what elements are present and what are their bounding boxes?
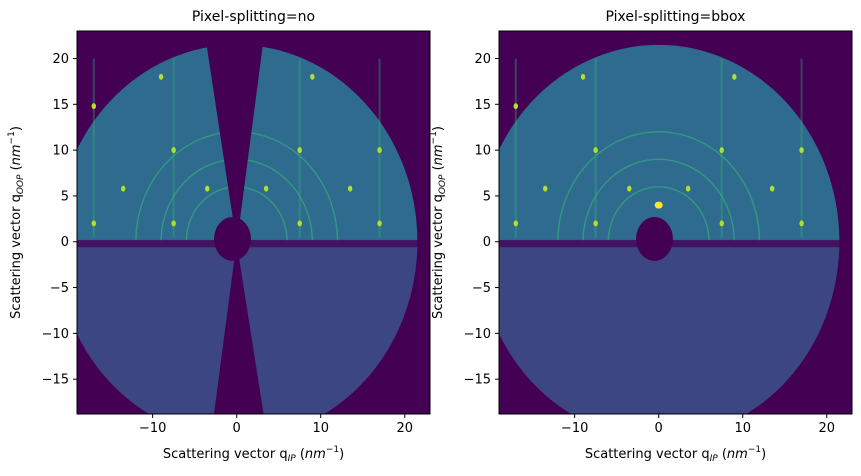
- y-tick-label: 5: [483, 189, 491, 204]
- y-axis-label: Scattering vector qOOP (nm−1): [429, 126, 448, 319]
- diffraction-peak: [593, 220, 598, 227]
- diffraction-peak: [171, 147, 176, 154]
- x-tick-label: 20: [819, 421, 836, 436]
- horizon-shadow: [77, 239, 430, 248]
- plot-frame: [498, 30, 853, 415]
- missing-wedge-bottom: [213, 250, 264, 414]
- y-axis-label: Scattering vector qOOP (nm−1): [7, 126, 26, 319]
- diffraction-peak: [91, 220, 97, 227]
- plot-frame: [76, 30, 431, 415]
- diffraction-peak: [377, 220, 382, 227]
- diffraction-peak: [91, 103, 97, 110]
- x-axis-label: Scattering vector qIP (nm−1): [585, 445, 766, 464]
- diffraction-peak: [627, 185, 632, 192]
- x-tick-label: 0: [655, 421, 663, 436]
- y-tick-label: 20: [52, 52, 69, 67]
- diffraction-peak: [121, 185, 126, 192]
- horizon-shadow: [499, 239, 852, 248]
- diffraction-peak: [719, 147, 724, 154]
- y-tick-label: −15: [42, 373, 69, 388]
- diffraction-peak: [158, 73, 164, 80]
- y-tick-label: 10: [52, 144, 69, 159]
- x-tick-label: 10: [734, 421, 751, 436]
- x-tick-label: −10: [561, 421, 588, 436]
- diffraction-peak: [799, 220, 804, 227]
- diffraction-peak: [732, 73, 737, 80]
- diffraction-peak: [310, 73, 315, 80]
- x-axis-label: Scattering vector qIP (nm−1): [163, 445, 344, 464]
- y-tick-label: −10: [42, 327, 69, 342]
- diffraction-peak: [799, 147, 804, 154]
- diffraction-peak: [513, 103, 519, 110]
- diffraction-ring: [607, 186, 710, 242]
- diffraction-peak: [263, 185, 269, 192]
- missing-wedge-top: [204, 32, 265, 239]
- heatmap-1: [77, 31, 430, 414]
- diffraction-peak: [769, 185, 775, 192]
- detector-lower: [499, 241, 840, 414]
- y-tick-label: 15: [474, 98, 491, 113]
- diffraction-peak: [377, 147, 382, 154]
- panel-2: −10 0 10 20 −15 −10 −5 0 5 10 15 20 Pixel-splitting=…: [429, 9, 853, 464]
- beamstop: [635, 217, 673, 261]
- diffraction-peak: [171, 220, 176, 227]
- diffraction-peak: [685, 185, 691, 192]
- diffraction-peak: [593, 147, 598, 154]
- x-tick-label: 0: [233, 421, 241, 436]
- chart-title: Pixel-splitting=bbox: [606, 9, 746, 25]
- x-tick-label: 20: [397, 421, 414, 436]
- diffraction-peak: [205, 185, 210, 192]
- y-tick-label: −15: [464, 373, 491, 388]
- masked-corner: [499, 31, 588, 54]
- y-tick-label: 0: [483, 235, 491, 250]
- diffraction-peak: [719, 220, 724, 227]
- y-tick-label: 0: [61, 235, 69, 250]
- diffraction-peak: [297, 147, 302, 154]
- y-tick-label: 20: [474, 52, 491, 67]
- diffraction-peak: [654, 201, 663, 209]
- heatmap-2: [499, 31, 852, 414]
- x-tick-label: 10: [312, 421, 329, 436]
- y-tick-label: 5: [61, 189, 69, 204]
- panel-1: −10 0 10 20 −15 −10 −5 0 5 10 15 20 Pixel-splitting=…: [7, 9, 431, 464]
- diffraction-ring: [582, 158, 736, 242]
- diffraction-peak: [297, 220, 302, 227]
- diffraction-ring: [557, 131, 761, 242]
- beamstop: [213, 217, 251, 261]
- chart-title: Pixel-splitting=no: [192, 9, 315, 25]
- diffraction-peak: [347, 185, 353, 192]
- detector-upper: [499, 44, 840, 242]
- x-tick-label: −10: [139, 421, 166, 436]
- y-tick-label: −5: [50, 281, 69, 296]
- y-tick-label: 15: [52, 98, 69, 113]
- y-tick-label: −5: [472, 281, 491, 296]
- diffraction-peak: [543, 185, 548, 192]
- y-tick-label: 10: [474, 144, 491, 159]
- diffraction-peak: [580, 73, 586, 80]
- y-tick-label: −10: [464, 327, 491, 342]
- diffraction-peak: [513, 220, 519, 227]
